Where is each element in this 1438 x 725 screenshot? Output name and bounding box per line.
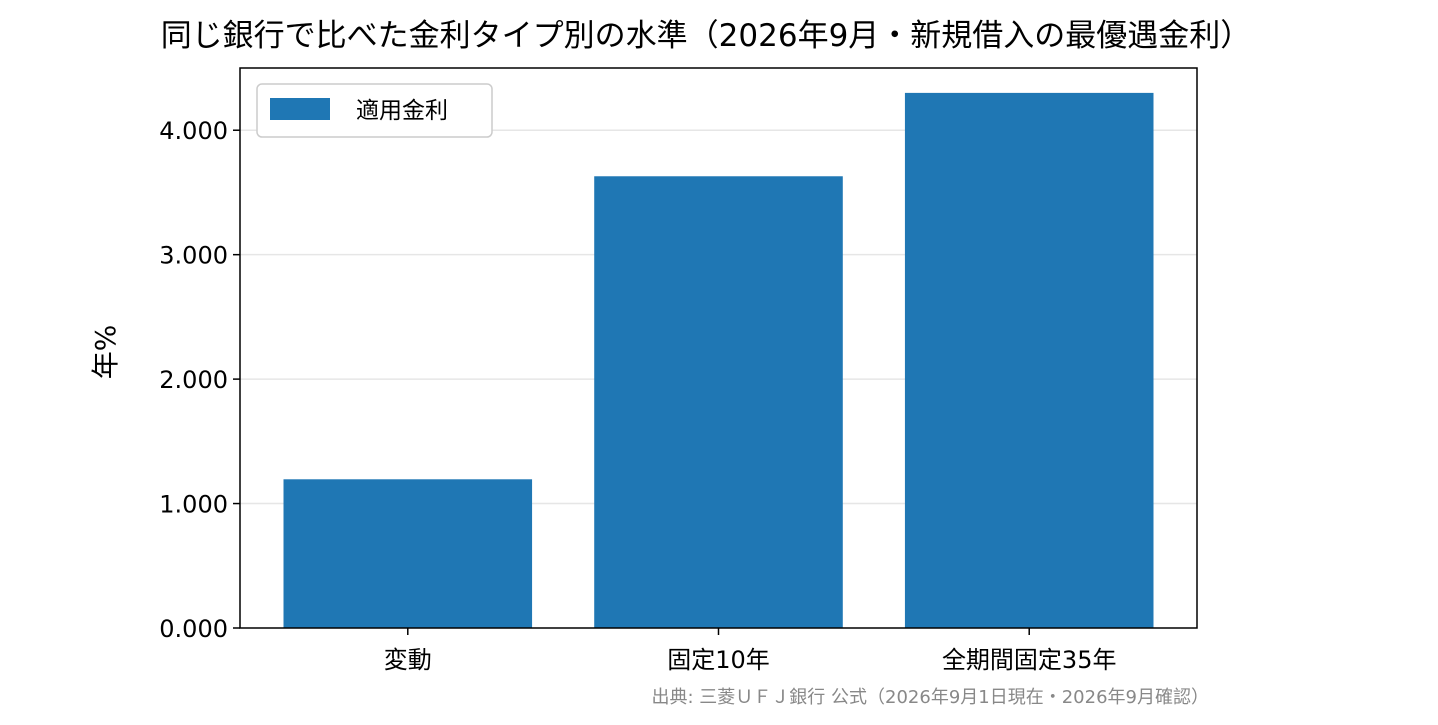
bar <box>283 479 533 628</box>
chart-title: 同じ銀行で比べた金利タイプ別の水準（2026年9月・新規借入の最優遇金利） <box>161 18 1252 54</box>
legend-swatch <box>270 98 330 120</box>
y-axis-label: 年% <box>89 325 122 380</box>
legend-frame <box>256 83 493 138</box>
x-tick-label: 固定10年 <box>667 646 770 674</box>
y-axis: 0.000 1.000 2.000 3.000 4.000 <box>159 117 240 643</box>
y-tick-label: 3.000 <box>159 242 228 270</box>
x-tick-label: 変動 <box>384 646 432 674</box>
source-note: 出典: 三菱ＵＦＪ銀行 公式（2026年9月1日現在・2026年9月確認） <box>652 687 1209 708</box>
legend: 適用金利 <box>256 83 493 138</box>
y-tick-label: 0.000 <box>159 615 228 643</box>
y-tick-label: 1.000 <box>159 491 228 519</box>
legend-label: 適用金利 <box>356 98 448 124</box>
bars <box>283 92 1154 628</box>
y-tick-label: 4.000 <box>159 117 228 145</box>
x-tick-label: 全期間固定35年 <box>942 646 1117 674</box>
y-tick-label: 2.000 <box>159 366 228 394</box>
x-axis: 変動 固定10年 全期間固定35年 <box>384 628 1117 674</box>
bar <box>594 176 843 628</box>
bar <box>904 92 1154 628</box>
